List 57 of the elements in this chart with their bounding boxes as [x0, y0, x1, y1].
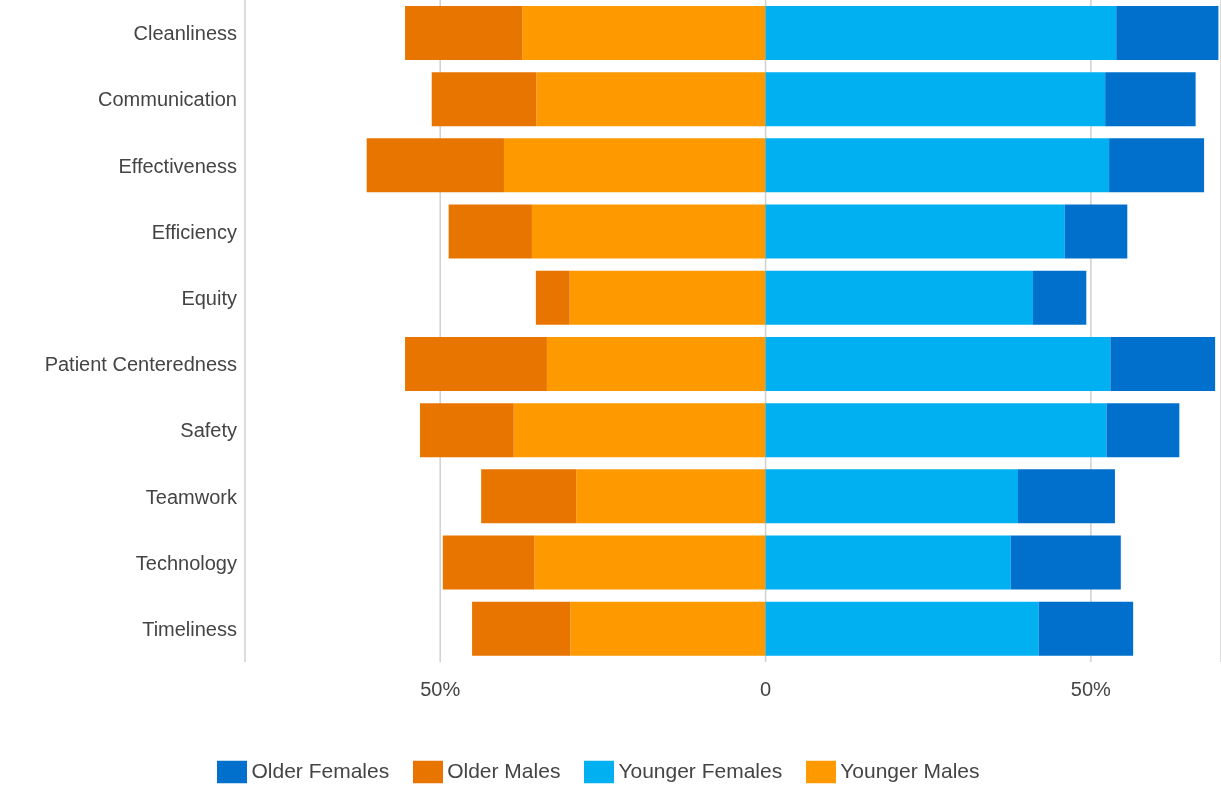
bar — [1032, 270, 1087, 325]
bar — [522, 5, 766, 60]
bar — [531, 204, 766, 259]
bar — [1064, 204, 1128, 259]
y-tick-label: Patient Centeredness — [44, 353, 237, 376]
bar — [1116, 5, 1219, 60]
y-tick-label: Efficiency — [151, 220, 237, 243]
bar — [1017, 469, 1115, 524]
y-tick-label: Communication — [98, 88, 237, 111]
legend-label: Younger Males — [840, 758, 980, 782]
bar — [536, 72, 766, 127]
bar — [765, 469, 1018, 524]
bar — [513, 403, 766, 458]
bar — [1106, 403, 1180, 458]
y-tick-label: Technology — [135, 551, 237, 574]
bar — [765, 601, 1039, 656]
bar — [472, 601, 571, 656]
bar — [569, 270, 766, 325]
bar — [765, 72, 1106, 127]
y-tick-label: Effectiveness — [118, 154, 237, 177]
x-tick-label: 50% — [1070, 678, 1112, 701]
bar — [570, 601, 766, 656]
bar — [765, 270, 1033, 325]
bar — [442, 535, 535, 590]
legend-label: Younger Females — [618, 758, 783, 782]
bar — [535, 270, 570, 325]
bar — [765, 535, 1011, 590]
x-tick-label: 50% — [420, 678, 461, 701]
bar — [765, 403, 1107, 458]
bar — [431, 72, 537, 127]
bar — [765, 204, 1065, 259]
bar — [576, 469, 766, 524]
bar — [448, 204, 532, 259]
y-tick-label: Timeliness — [142, 618, 237, 640]
bar — [1038, 601, 1134, 656]
bar — [546, 336, 766, 391]
bar — [765, 138, 1110, 193]
bar — [405, 336, 547, 391]
legend-label: Older Males — [447, 758, 561, 782]
y-tick-label: Safety — [180, 419, 237, 442]
legend-label: Older Females — [251, 758, 390, 782]
bar — [481, 469, 577, 524]
bar — [765, 5, 1117, 60]
bar — [503, 138, 766, 193]
y-tick-label: Cleanliness — [133, 22, 237, 45]
bar — [366, 138, 504, 193]
bar — [1105, 72, 1196, 127]
bar — [420, 403, 514, 458]
x-tick-label: 0 — [759, 678, 772, 701]
y-tick-label: Teamwork — [145, 485, 238, 508]
bar — [1010, 535, 1121, 590]
bar — [1110, 336, 1216, 391]
bar — [765, 336, 1111, 391]
bar — [1109, 138, 1205, 193]
bar — [405, 5, 523, 60]
bar — [534, 535, 766, 590]
y-tick-label: Equity — [181, 287, 237, 309]
